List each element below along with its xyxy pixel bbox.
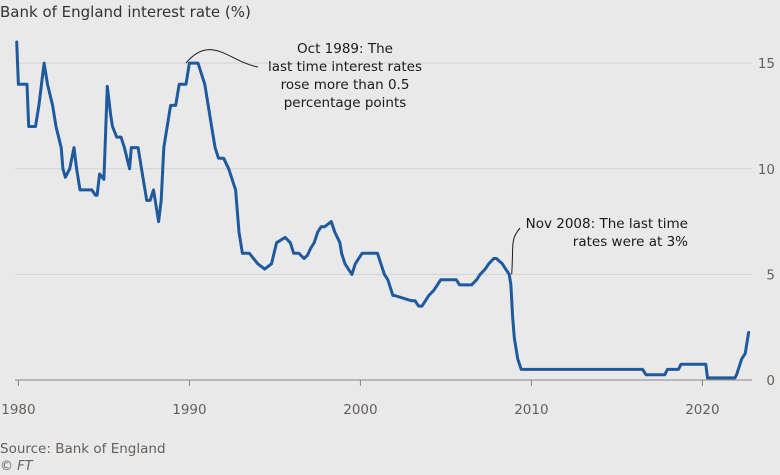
- chart-title: Bank of England interest rate (%): [0, 3, 251, 21]
- annotation-1989: Oct 1989: The last time interest rates ros…: [268, 41, 422, 111]
- x-tick-label: 2000: [343, 402, 377, 418]
- ft-credit: © FT: [0, 459, 33, 474]
- source-note: Source: Bank of England: [0, 441, 166, 457]
- annotation-1989-line: last time interest rates: [268, 59, 422, 75]
- annotations: Oct 1989: The last time interest rates ros…: [268, 41, 688, 250]
- y-tick-label: 5: [766, 267, 775, 283]
- series-layer: [15, 40, 751, 380]
- annotation-1989-line: percentage points: [284, 95, 407, 111]
- annotation-2008: Nov 2008: The last time rates were at 3%: [526, 216, 689, 250]
- annotation-2008-line: Nov 2008: The last time: [526, 216, 688, 232]
- x-tick-label: 2010: [514, 402, 548, 418]
- annotation-leader-1989: [185, 49, 259, 68]
- y-tick-label: 10: [758, 162, 775, 178]
- annotation-leader-2008: [511, 227, 521, 275]
- x-tick-label: 1990: [172, 402, 206, 418]
- annotation-leaders: [185, 49, 521, 275]
- annotation-1989-line: rose more than 0.5: [281, 77, 410, 93]
- x-axis: 1980 1990 2000 2010 2020: [1, 380, 720, 418]
- annotation-2008-line: rates were at 3%: [573, 234, 688, 250]
- y-tick-label: 15: [758, 56, 775, 72]
- y-tick-label: 0: [766, 373, 775, 389]
- series-line-0: [15, 40, 751, 380]
- x-tick-label: 1980: [1, 402, 35, 418]
- y-axis: 0 5 10 15: [758, 56, 775, 389]
- x-tick-label: 2020: [685, 402, 719, 418]
- annotation-1989-line: Oct 1989: The: [297, 41, 393, 57]
